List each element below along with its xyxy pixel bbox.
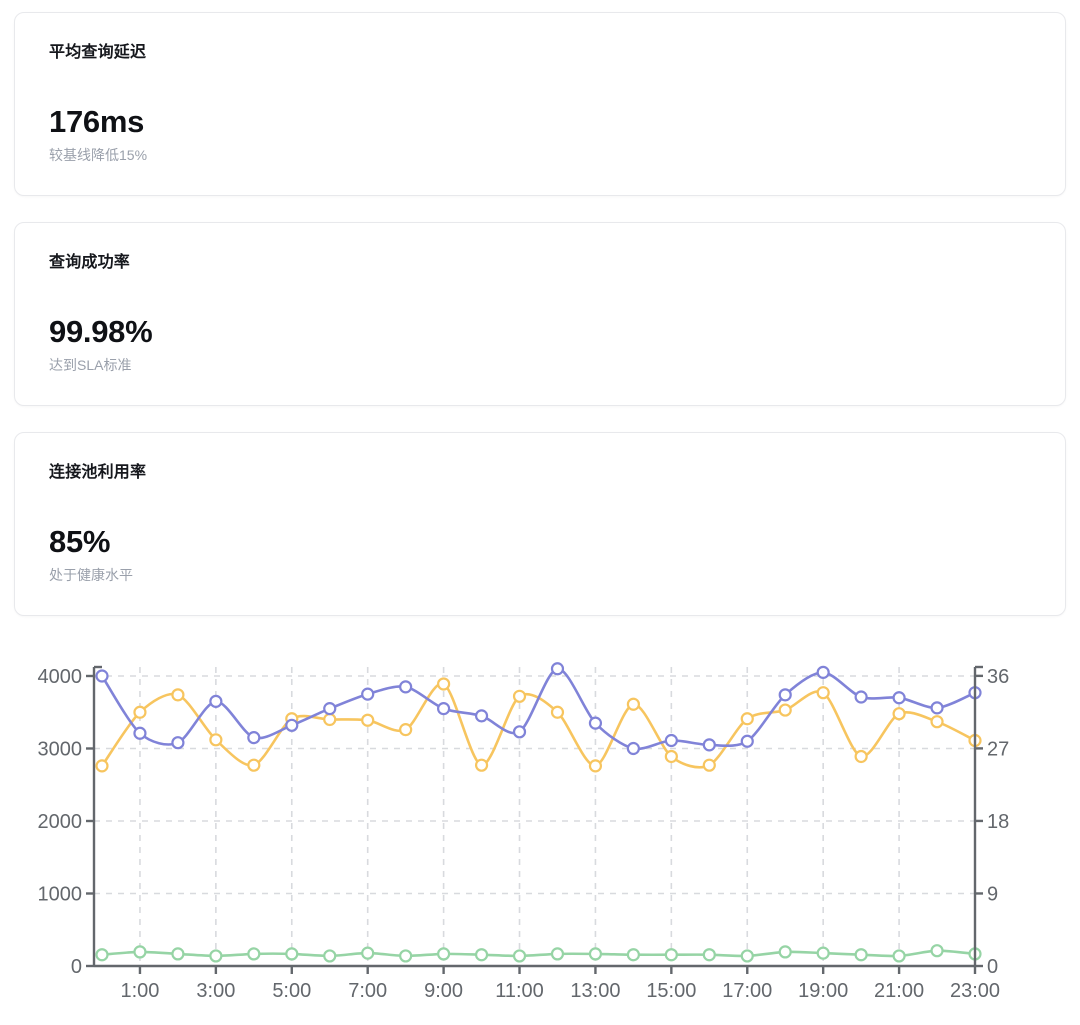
svg-text:19:00: 19:00 (798, 980, 848, 1002)
stat-card-connection-pool-utilization: 连接池利用率 85% 处于健康水平 (14, 432, 1066, 616)
svg-text:9: 9 (987, 883, 998, 905)
svg-text:5:00: 5:00 (272, 980, 311, 1002)
svg-text:21:00: 21:00 (874, 980, 924, 1002)
svg-text:4000: 4000 (38, 666, 83, 688)
metrics-dashboard: 平均查询延迟 176ms 较基线降低15% 查询成功率 99.98% 达到SLA… (14, 12, 1066, 616)
svg-text:17:00: 17:00 (722, 980, 772, 1002)
card-subtitle: 较基线降低15% (49, 147, 148, 164)
svg-text:15:00: 15:00 (646, 980, 696, 1002)
svg-text:0: 0 (71, 956, 82, 978)
svg-text:27: 27 (987, 738, 1009, 760)
card-subtitle: 达到SLA标准 (49, 357, 132, 374)
card-value: 85% (49, 524, 111, 559)
stat-card-query-success-rate: 查询成功率 99.98% 达到SLA标准 (14, 222, 1066, 406)
card-title: 平均查询延迟 (49, 44, 147, 61)
svg-text:9:00: 9:00 (424, 980, 463, 1002)
card-value: 99.98% (49, 314, 153, 349)
svg-text:7:00: 7:00 (348, 980, 387, 1002)
svg-text:18: 18 (987, 811, 1009, 833)
svg-text:1:00: 1:00 (120, 980, 159, 1002)
metrics-line-chart: 0 1000 2000 3000 4000 0 9 18 27 36 1:00 3:00 5:00 7:0… (0, 642, 1080, 1025)
svg-text:23:00: 23:00 (950, 980, 1000, 1002)
stat-card-avg-query-latency: 平均查询延迟 176ms 较基线降低15% (14, 12, 1066, 196)
svg-text:11:00: 11:00 (495, 980, 544, 1002)
card-subtitle: 处于健康水平 (49, 567, 133, 584)
svg-text:3:00: 3:00 (196, 980, 235, 1002)
svg-text:13:00: 13:00 (570, 980, 620, 1002)
card-title: 查询成功率 (49, 254, 131, 271)
line-chart-canvas[interactable]: 0 1000 2000 3000 4000 0 9 18 27 36 1:00 3:00 5:00 7:0… (0, 642, 1080, 1025)
svg-text:0: 0 (987, 956, 998, 978)
svg-text:1000: 1000 (38, 883, 83, 905)
svg-text:2000: 2000 (38, 811, 83, 833)
card-value: 176ms (49, 104, 145, 139)
svg-text:3000: 3000 (38, 738, 83, 760)
card-title: 连接池利用率 (49, 464, 147, 481)
svg-text:36: 36 (987, 666, 1009, 688)
